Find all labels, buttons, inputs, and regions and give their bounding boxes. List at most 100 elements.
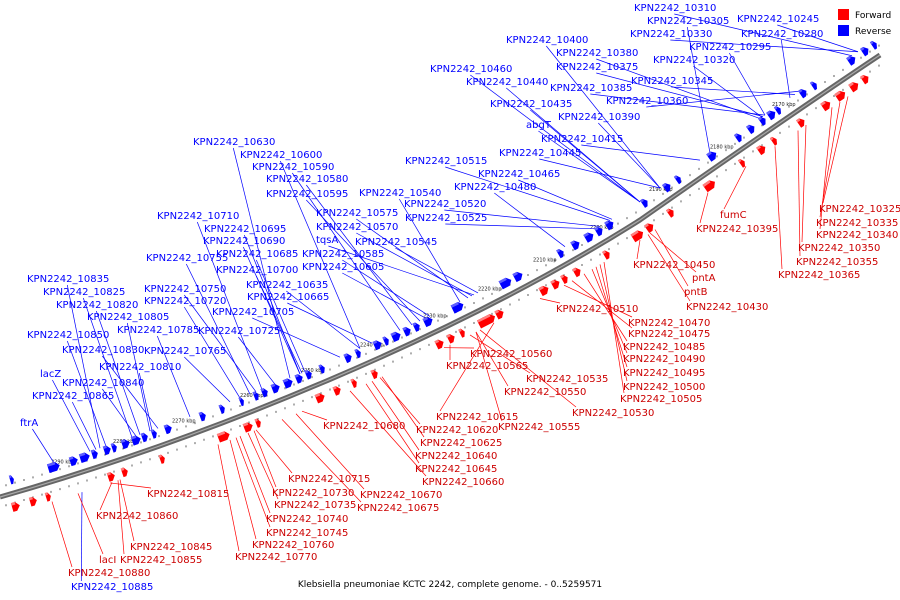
forward-gene-label: pntA — [692, 273, 716, 284]
label-leader-lines — [32, 13, 859, 582]
reverse-gene-label: tqsA — [316, 235, 338, 246]
reverse-gene-label: KPN2242_10385 — [550, 83, 632, 94]
reverse-gene-label: KPN2242_10440 — [466, 77, 548, 88]
forward-gene-label: KPN2242_10535 — [526, 374, 608, 385]
reverse-gene — [382, 336, 389, 346]
reverse-gene-label: KPN2242_10515 — [405, 156, 487, 167]
reverse-gene — [294, 374, 303, 384]
reverse-gene — [46, 462, 60, 474]
reverse-gene-label: KPN2242_10705 — [212, 307, 294, 318]
reverse-gene-label: KPN2242_10320 — [653, 55, 735, 66]
reverse-gene-label: KPN2242_10830 — [62, 345, 144, 356]
legend-reverse-swatch — [838, 25, 849, 36]
forward-gene-label: KPN2242_10450 — [633, 260, 715, 271]
forward-gene-label: KPN2242_10620 — [416, 425, 498, 436]
forward-gene-label: KPN2242_10745 — [266, 528, 348, 539]
reverse-gene-label: KPN2242_10725 — [198, 326, 280, 337]
reverse-gene-label: KPN2242_10310 — [634, 3, 716, 14]
reverse-gene — [639, 198, 648, 208]
reverse-gene-label: KPN2242_10280 — [741, 29, 823, 40]
reverse-gene — [354, 349, 361, 359]
forward-gene — [458, 328, 465, 338]
forward-gene — [44, 492, 51, 502]
reverse-gene-label: KPN2242_10435 — [490, 99, 572, 110]
reverse-gene-label: KPN2242_10590 — [252, 162, 334, 173]
forward-gene-label: KPN2242_10640 — [415, 451, 497, 462]
reverse-gene-label: abgT — [526, 120, 552, 131]
reverse-gene-label: KPN2242_10805 — [87, 312, 169, 323]
reverse-gene-label: KPN2242_10635 — [246, 280, 328, 291]
reverse-gene — [163, 424, 172, 435]
forward-gene-label: KPN2242_10760 — [252, 540, 334, 551]
reverse-gene — [512, 271, 523, 283]
tick-label: 2290 kbp — [51, 459, 75, 465]
reverse-gene — [766, 110, 776, 121]
reverse-gene-label: KPN2242_10575 — [316, 208, 398, 219]
reverse-gene — [498, 277, 512, 290]
reverse-gene-label: KPN2242_10835 — [27, 274, 109, 285]
reverse-gene — [773, 106, 782, 115]
reverse-gene — [746, 124, 755, 135]
forward-gene-label: KPN2242_10730 — [272, 488, 354, 499]
reverse-gene-label: KPN2242_10785 — [117, 325, 199, 336]
forward-gene-label: KPN2242_10670 — [360, 490, 442, 501]
tick-label: 2170 kbp — [772, 102, 796, 108]
reverse-gene-label: KPN2242_10415 — [541, 134, 623, 145]
reverse-gene — [390, 331, 401, 343]
reverse-gene-label: KPN2242_10360 — [606, 96, 688, 107]
reverse-gene-label: KPN2242_10750 — [144, 284, 226, 295]
forward-gene — [350, 378, 357, 389]
forward-gene-label: KPN2242_10625 — [420, 438, 502, 449]
gene-labels: KPN2242_10310 KPN2242_10305 KPN2242_10245 K… — [20, 3, 900, 593]
legend: Forward Reverse — [838, 9, 892, 37]
forward-gene-label: KPN2242_10675 — [357, 503, 439, 514]
reverse-gene-label: KPN2242_10840 — [62, 378, 144, 389]
reverse-gene-label: KPN2242_10390 — [558, 112, 640, 123]
reverse-gene-label: KPN2242_10600 — [240, 150, 322, 161]
forward-gene — [370, 369, 378, 380]
reverse-gene-label: KPN2242_10520 — [404, 199, 486, 210]
forward-gene-label: KPN2242_10530 — [572, 408, 654, 419]
reverse-gene-label: KPN2242_10765 — [144, 346, 226, 357]
reverse-gene-label: KPN2242_10465 — [478, 169, 560, 180]
reverse-gene-label: KPN2242_10330 — [630, 29, 712, 40]
forward-gene-label: KPN2242_10770 — [235, 552, 317, 563]
tick-label: 2220 kbp — [478, 286, 502, 292]
forward-gene — [769, 136, 778, 146]
forward-gene — [737, 158, 746, 168]
reverse-gene-label: KPN2242_10720 — [144, 296, 226, 307]
forward-gene — [106, 472, 115, 482]
forward-gene-label: KPN2242_10660 — [422, 477, 504, 488]
reverse-gene — [846, 56, 856, 66]
reverse-gene-label: KPN2242_10885 — [71, 582, 153, 593]
genome-backbone — [0, 52, 882, 500]
forward-gene — [756, 145, 766, 156]
forward-gene — [10, 502, 20, 512]
reverse-gene — [583, 232, 594, 243]
reverse-gene — [869, 40, 878, 50]
reverse-gene-label: KPN2242_10850 — [27, 330, 109, 341]
reverse-gene — [150, 429, 157, 439]
forward-gene — [494, 309, 504, 320]
reverse-gene-label: KPN2242_10605 — [302, 262, 384, 273]
reverse-gene — [343, 353, 352, 364]
tick-label: 2240 kbp — [360, 343, 384, 349]
reverse-gene — [706, 151, 717, 162]
reverse-gene — [604, 220, 614, 231]
reverse-gene — [450, 301, 464, 314]
reverse-gene — [372, 340, 382, 351]
reverse-gene-label: KPN2242_10375 — [556, 62, 638, 73]
reverse-gene — [260, 388, 268, 398]
reverse-gene-label: KPN2242_10865 — [32, 391, 114, 402]
forward-gene — [702, 180, 715, 193]
reverse-gene — [733, 133, 742, 143]
forward-gene-label: fumC — [720, 210, 747, 221]
reverse-gene-label: ftrA — [20, 418, 38, 429]
reverse-gene-label: KPN2242_10460 — [430, 64, 512, 75]
forward-gene — [796, 118, 805, 128]
reverse-gene — [8, 475, 14, 485]
reverse-gene — [198, 411, 206, 422]
forward-gene — [216, 431, 230, 443]
reverse-gene — [252, 391, 259, 401]
tick-label: 2180 kbp — [710, 145, 734, 151]
